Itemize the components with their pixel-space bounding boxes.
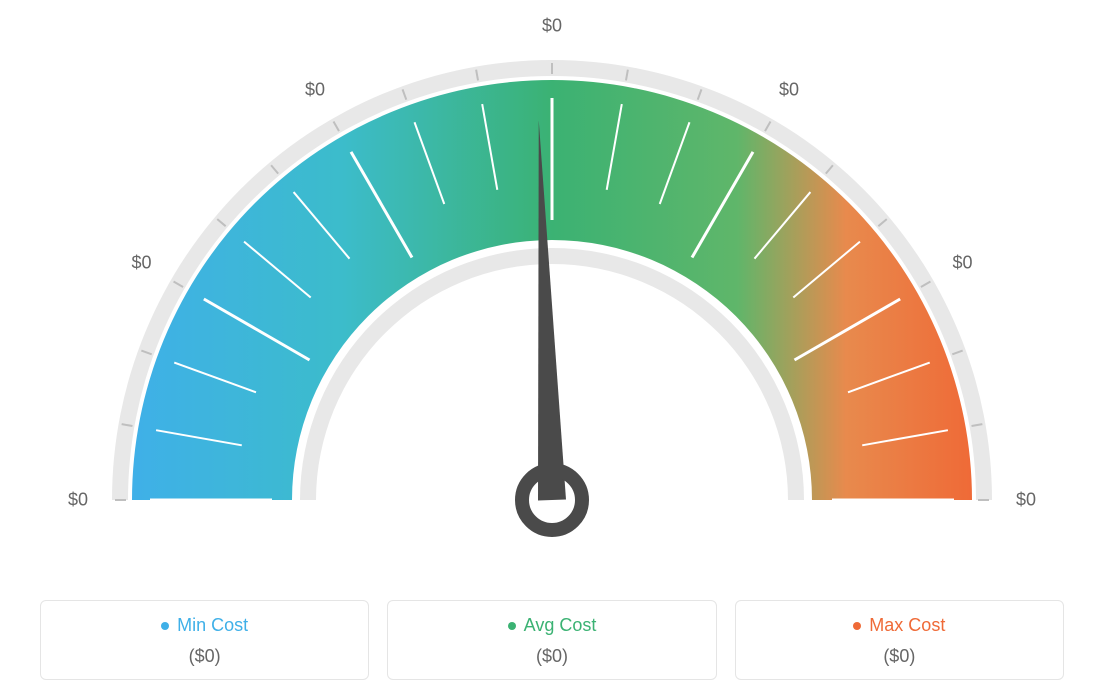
scale-label-3: $0 — [542, 16, 562, 37]
legend-label-avg: Avg Cost — [524, 615, 597, 636]
legend-label-min: Min Cost — [177, 615, 248, 636]
scale-label-2: $0 — [305, 79, 325, 100]
legend-title-min: Min Cost — [161, 615, 248, 636]
legend-row: Min Cost ($0) Avg Cost ($0) Max Cost ($0… — [40, 600, 1064, 680]
legend-label-max: Max Cost — [869, 615, 945, 636]
scale-label-1: $0 — [131, 253, 151, 274]
scale-label-4: $0 — [779, 79, 799, 100]
legend-dot-avg — [508, 622, 516, 630]
legend-dot-min — [161, 622, 169, 630]
legend-title-avg: Avg Cost — [508, 615, 597, 636]
legend-value-max: ($0) — [746, 646, 1053, 667]
scale-label-6: $0 — [1016, 490, 1036, 511]
legend-value-avg: ($0) — [398, 646, 705, 667]
legend-card-avg: Avg Cost ($0) — [387, 600, 716, 680]
legend-value-min: ($0) — [51, 646, 358, 667]
scale-label-5: $0 — [952, 253, 972, 274]
legend-card-min: Min Cost ($0) — [40, 600, 369, 680]
gauge-svg — [0, 0, 1104, 560]
legend-card-max: Max Cost ($0) — [735, 600, 1064, 680]
legend-title-max: Max Cost — [853, 615, 945, 636]
legend-dot-max — [853, 622, 861, 630]
scale-label-0: $0 — [68, 490, 88, 511]
gauge-chart: $0 $0 $0 $0 $0 $0 $0 — [0, 0, 1104, 560]
cost-gauge-infographic: $0 $0 $0 $0 $0 $0 $0 Min Cost ($0) Avg Cost ($… — [0, 0, 1104, 690]
